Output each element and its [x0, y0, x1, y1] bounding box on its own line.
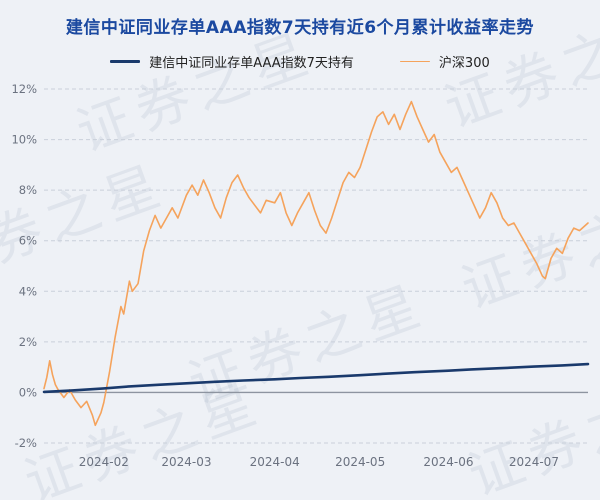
svg-text:2%: 2% — [19, 335, 37, 349]
svg-text:4%: 4% — [19, 284, 37, 298]
svg-text:0%: 0% — [19, 385, 37, 399]
line-chart: 12% 10% 8% 6% 4% 2% 0% -2% 2024-02 2024-03 2024-04… — [0, 71, 600, 483]
svg-text:2024-04: 2024-04 — [250, 455, 300, 469]
csi300-line-swatch — [399, 60, 430, 63]
legend-label-csi300: 沪深300 — [438, 56, 490, 71]
svg-text:-2%: -2% — [15, 436, 37, 450]
svg-text:6%: 6% — [19, 234, 37, 248]
fund-line-swatch — [110, 60, 141, 63]
legend-item-fund: 建信中证同业存单AAA指数7天持有 — [110, 52, 354, 71]
legend-label-fund: 建信中证同业存单AAA指数7天持有 — [149, 56, 354, 71]
chart-canvas: 12% 10% 8% 6% 4% 2% 0% -2% 2024-02 2024-03 2024-04… — [11, 82, 590, 469]
page-title: 建信中证同业存单AAA指数7天持有近6个月累计收益率走势 — [65, 18, 535, 38]
svg-text:2024-03: 2024-03 — [161, 455, 211, 469]
svg-text:2024-06: 2024-06 — [423, 455, 473, 469]
svg-text:12%: 12% — [11, 82, 37, 96]
svg-text:2024-02: 2024-02 — [79, 455, 129, 469]
legend-item-csi300: 沪深300 — [399, 52, 490, 71]
svg-text:2024-05: 2024-05 — [335, 455, 385, 469]
chart-legend: 建信中证同业存单AAA指数7天持有 沪深300 — [0, 52, 600, 71]
svg-text:8%: 8% — [19, 183, 37, 197]
svg-text:2024-07: 2024-07 — [509, 455, 559, 469]
svg-text:10%: 10% — [11, 133, 37, 147]
